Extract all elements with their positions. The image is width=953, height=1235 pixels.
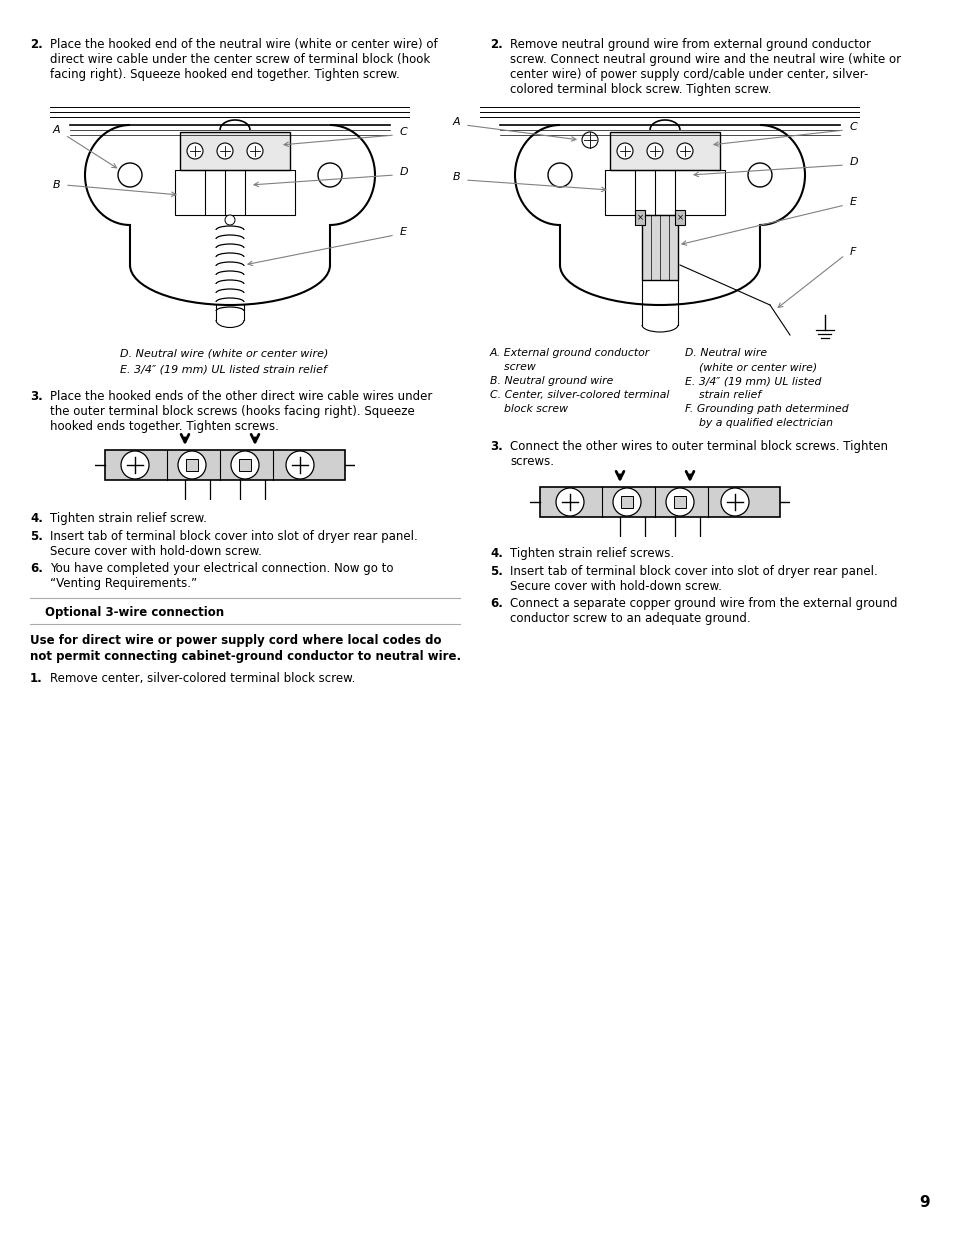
Text: D: D — [399, 167, 408, 177]
Text: Use for direct wire or power supply cord where local codes do: Use for direct wire or power supply cord… — [30, 634, 441, 647]
Text: Remove center, silver-colored terminal block screw.: Remove center, silver-colored terminal b… — [50, 672, 355, 685]
Bar — [174, 170, 294, 215]
Text: Place the hooked end of the neutral wire (white or center wire) of
direct wire c: Place the hooked end of the neutral wire… — [50, 38, 437, 82]
Circle shape — [216, 143, 233, 159]
Text: 1.: 1. — [30, 672, 43, 685]
Text: 5.: 5. — [490, 564, 502, 578]
Text: You have completed your electrical connection. Now go to
“Venting Requirements.”: You have completed your electrical conne… — [50, 562, 393, 590]
Text: C: C — [849, 122, 857, 132]
Circle shape — [178, 451, 206, 479]
Bar — [539, 487, 780, 517]
Text: Connect a separate copper ground wire from the external ground
conductor screw t: Connect a separate copper ground wire fr… — [510, 597, 897, 625]
Text: 6.: 6. — [490, 597, 502, 610]
Text: E. 3/4″ (19 mm) UL listed strain relief: E. 3/4″ (19 mm) UL listed strain relief — [120, 364, 327, 374]
Text: screw: screw — [490, 362, 536, 372]
Text: D: D — [849, 157, 858, 167]
Circle shape — [231, 451, 258, 479]
Bar — [604, 170, 724, 215]
Text: 2.: 2. — [30, 38, 43, 51]
Text: E: E — [399, 227, 407, 237]
Bar — [675, 210, 684, 225]
Text: D. Neutral wire: D. Neutral wire — [684, 348, 766, 358]
Bar — [239, 459, 251, 471]
Text: F: F — [849, 247, 856, 257]
Text: 2.: 2. — [490, 38, 502, 51]
Text: E: E — [849, 198, 856, 207]
Circle shape — [617, 143, 633, 159]
Text: by a qualified electrician: by a qualified electrician — [684, 417, 832, 429]
Bar — [673, 496, 685, 508]
Text: Connect the other wires to outer terminal block screws. Tighten
screws.: Connect the other wires to outer termina… — [510, 440, 887, 468]
Text: A: A — [52, 125, 60, 135]
Circle shape — [720, 488, 748, 516]
Text: 3.: 3. — [30, 390, 43, 403]
Text: strain relief: strain relief — [684, 390, 760, 400]
Text: 6.: 6. — [30, 562, 43, 576]
Text: F. Grounding path determined: F. Grounding path determined — [684, 404, 848, 414]
Text: 4.: 4. — [490, 547, 502, 559]
Bar — [609, 132, 720, 170]
Bar — [641, 215, 678, 280]
Text: 9: 9 — [919, 1195, 929, 1210]
Circle shape — [665, 488, 693, 516]
Circle shape — [556, 488, 583, 516]
Circle shape — [677, 143, 692, 159]
Text: E. 3/4″ (19 mm) UL listed: E. 3/4″ (19 mm) UL listed — [684, 375, 821, 387]
Text: 4.: 4. — [30, 513, 43, 525]
Text: ×: × — [676, 214, 682, 222]
Bar — [105, 450, 345, 480]
Text: B: B — [52, 180, 60, 190]
Text: C: C — [399, 127, 407, 137]
Text: A: A — [452, 117, 459, 127]
Text: B: B — [452, 172, 459, 182]
Text: Tighten strain relief screw.: Tighten strain relief screw. — [50, 513, 207, 525]
Text: D. Neutral wire (white or center wire): D. Neutral wire (white or center wire) — [120, 348, 328, 358]
Text: ×: × — [636, 214, 643, 222]
Circle shape — [581, 132, 598, 148]
Text: Tighten strain relief screws.: Tighten strain relief screws. — [510, 547, 674, 559]
Text: Remove neutral ground wire from external ground conductor
screw. Connect neutral: Remove neutral ground wire from external… — [510, 38, 901, 96]
Circle shape — [225, 215, 234, 225]
Bar — [635, 210, 644, 225]
Circle shape — [646, 143, 662, 159]
Text: 3.: 3. — [490, 440, 502, 453]
Circle shape — [187, 143, 203, 159]
Circle shape — [613, 488, 640, 516]
Text: Optional 3-wire connection: Optional 3-wire connection — [45, 606, 224, 619]
Text: Place the hooked ends of the other direct wire cable wires under
the outer termi: Place the hooked ends of the other direc… — [50, 390, 432, 433]
Circle shape — [247, 143, 263, 159]
Bar — [186, 459, 198, 471]
Text: B. Neutral ground wire: B. Neutral ground wire — [490, 375, 613, 387]
Text: Insert tab of terminal block cover into slot of dryer rear panel.
Secure cover w: Insert tab of terminal block cover into … — [510, 564, 877, 593]
Text: not permit connecting cabinet-ground conductor to neutral wire.: not permit connecting cabinet-ground con… — [30, 650, 460, 663]
Text: block screw: block screw — [490, 404, 567, 414]
Bar — [180, 132, 290, 170]
Bar — [620, 496, 633, 508]
Text: (white or center wire): (white or center wire) — [684, 362, 817, 372]
Text: A. External ground conductor: A. External ground conductor — [490, 348, 650, 358]
Circle shape — [121, 451, 149, 479]
Text: 5.: 5. — [30, 530, 43, 543]
Circle shape — [286, 451, 314, 479]
Text: C. Center, silver-colored terminal: C. Center, silver-colored terminal — [490, 390, 669, 400]
Text: Insert tab of terminal block cover into slot of dryer rear panel.
Secure cover w: Insert tab of terminal block cover into … — [50, 530, 417, 558]
